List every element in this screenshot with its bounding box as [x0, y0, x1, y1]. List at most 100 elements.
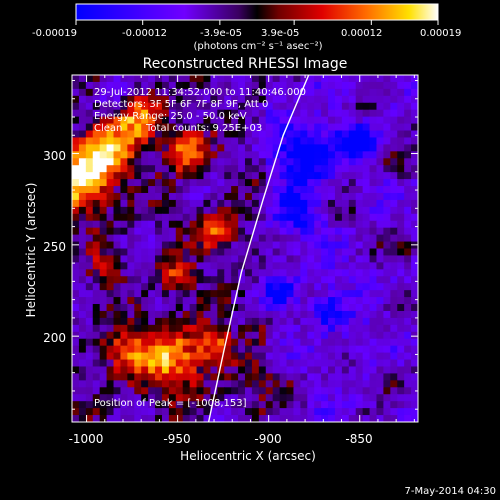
- heatmap-cell: [245, 276, 253, 284]
- heatmap-cell: [78, 331, 87, 340]
- heatmap-cell: [106, 394, 115, 402]
- heatmap-cell: [307, 248, 315, 257]
- heatmap-cell: [321, 338, 329, 347]
- heatmap-cell: [203, 123, 211, 132]
- heatmap-cell: [265, 283, 274, 291]
- heatmap-cell: [224, 186, 232, 194]
- heatmap-cell: [224, 116, 232, 125]
- heatmap-cell: [390, 123, 398, 132]
- heatmap-cell: [404, 415, 412, 422]
- heatmap-cell: [224, 345, 232, 354]
- heatmap-cell: [314, 324, 322, 333]
- heatmap-cell: [314, 317, 322, 326]
- heatmap-cell: [411, 324, 418, 333]
- heatmap-cell: [155, 88, 163, 97]
- heatmap-cell: [238, 373, 246, 381]
- heatmap-cell: [196, 283, 205, 291]
- heatmap-cell: [369, 373, 378, 381]
- heatmap-cell: [78, 123, 87, 132]
- heatmap-cell: [411, 165, 418, 173]
- heatmap-cell: [120, 317, 128, 326]
- heatmap-cell: [328, 206, 336, 215]
- heatmap-cell: [383, 116, 391, 125]
- heatmap-cell: [286, 338, 295, 347]
- heatmap-cell: [127, 304, 135, 312]
- heatmap-cell: [92, 109, 101, 118]
- heatmap-cell: [258, 75, 267, 83]
- heatmap-cell: [355, 366, 364, 375]
- heatmap-cell: [348, 283, 357, 291]
- heatmap-cell: [383, 373, 391, 381]
- heatmap-cell: [307, 220, 315, 229]
- heatmap-cell: [279, 123, 288, 132]
- heatmap-cell: [120, 227, 128, 236]
- heatmap-cell: [258, 109, 267, 118]
- heatmap-cell: [307, 324, 315, 333]
- heatmap-cell: [196, 324, 205, 333]
- heatmap-cell: [175, 241, 184, 250]
- y-tick-label: 250: [43, 240, 66, 254]
- heatmap-cell: [279, 297, 288, 305]
- heatmap-cell: [411, 130, 418, 139]
- heatmap-cell: [134, 130, 142, 139]
- heatmap-cell: [113, 109, 122, 118]
- heatmap-cell: [390, 262, 398, 270]
- heatmap-cell: [293, 415, 301, 422]
- heatmap-cell: [383, 234, 391, 243]
- heatmap-cell: [127, 206, 135, 215]
- heatmap-cell: [134, 186, 142, 194]
- heatmap-cell: [411, 331, 418, 340]
- heatmap-cell: [397, 310, 405, 319]
- heatmap-cell: [279, 179, 288, 187]
- heatmap-cell: [411, 276, 418, 284]
- heatmap-cell: [300, 241, 308, 250]
- heatmap-cell: [99, 297, 108, 305]
- heatmap-cell: [355, 290, 364, 298]
- heatmap-cell: [272, 317, 281, 326]
- heatmap-cell: [286, 241, 295, 250]
- heatmap-cell: [300, 255, 308, 263]
- heatmap-cell: [314, 352, 322, 361]
- heatmap-cell: [155, 366, 163, 375]
- heatmap-cell: [272, 297, 281, 305]
- heatmap-cell: [134, 144, 142, 152]
- heatmap-cell: [362, 95, 371, 104]
- heatmap-cell: [383, 415, 391, 422]
- heatmap-cell: [348, 394, 357, 402]
- heatmap-cell: [231, 408, 239, 416]
- heatmap-cell: [155, 172, 163, 180]
- heatmap-cell: [334, 95, 343, 104]
- heatmap-cell: [307, 290, 315, 298]
- heatmap-cell: [168, 206, 177, 215]
- heatmap-cell: [334, 304, 343, 312]
- heatmap-cell: [127, 331, 135, 340]
- heatmap-cell: [182, 75, 191, 83]
- heatmap-cell: [397, 408, 405, 416]
- heatmap-cell: [189, 415, 198, 422]
- heatmap-cell: [148, 199, 156, 208]
- heatmap-cell: [286, 75, 295, 83]
- heatmap-cell: [314, 373, 322, 381]
- heatmap-cell: [78, 283, 87, 291]
- heatmap-cell: [85, 317, 94, 326]
- heatmap-cell: [231, 380, 239, 388]
- heatmap-cell: [196, 109, 205, 118]
- heatmap-cell: [189, 269, 198, 277]
- heatmap-cell: [196, 75, 205, 83]
- heatmap-cell: [293, 276, 301, 284]
- heatmap-cell: [141, 158, 149, 166]
- heatmap-cell: [348, 310, 357, 319]
- heatmap-cell: [85, 144, 94, 152]
- heatmap-cell: [134, 199, 142, 208]
- heatmap-cell: [231, 213, 239, 222]
- heatmap-cell: [307, 345, 315, 354]
- heatmap-cell: [224, 234, 232, 243]
- heatmap-cell: [99, 151, 108, 159]
- heatmap-cell: [397, 373, 405, 381]
- heatmap-cell: [404, 290, 412, 298]
- heatmap-cell: [210, 345, 218, 354]
- heatmap-cell: [217, 227, 225, 236]
- heatmap-cell: [85, 81, 94, 90]
- heatmap-cell: [355, 88, 364, 97]
- heatmap-cell: [155, 331, 163, 340]
